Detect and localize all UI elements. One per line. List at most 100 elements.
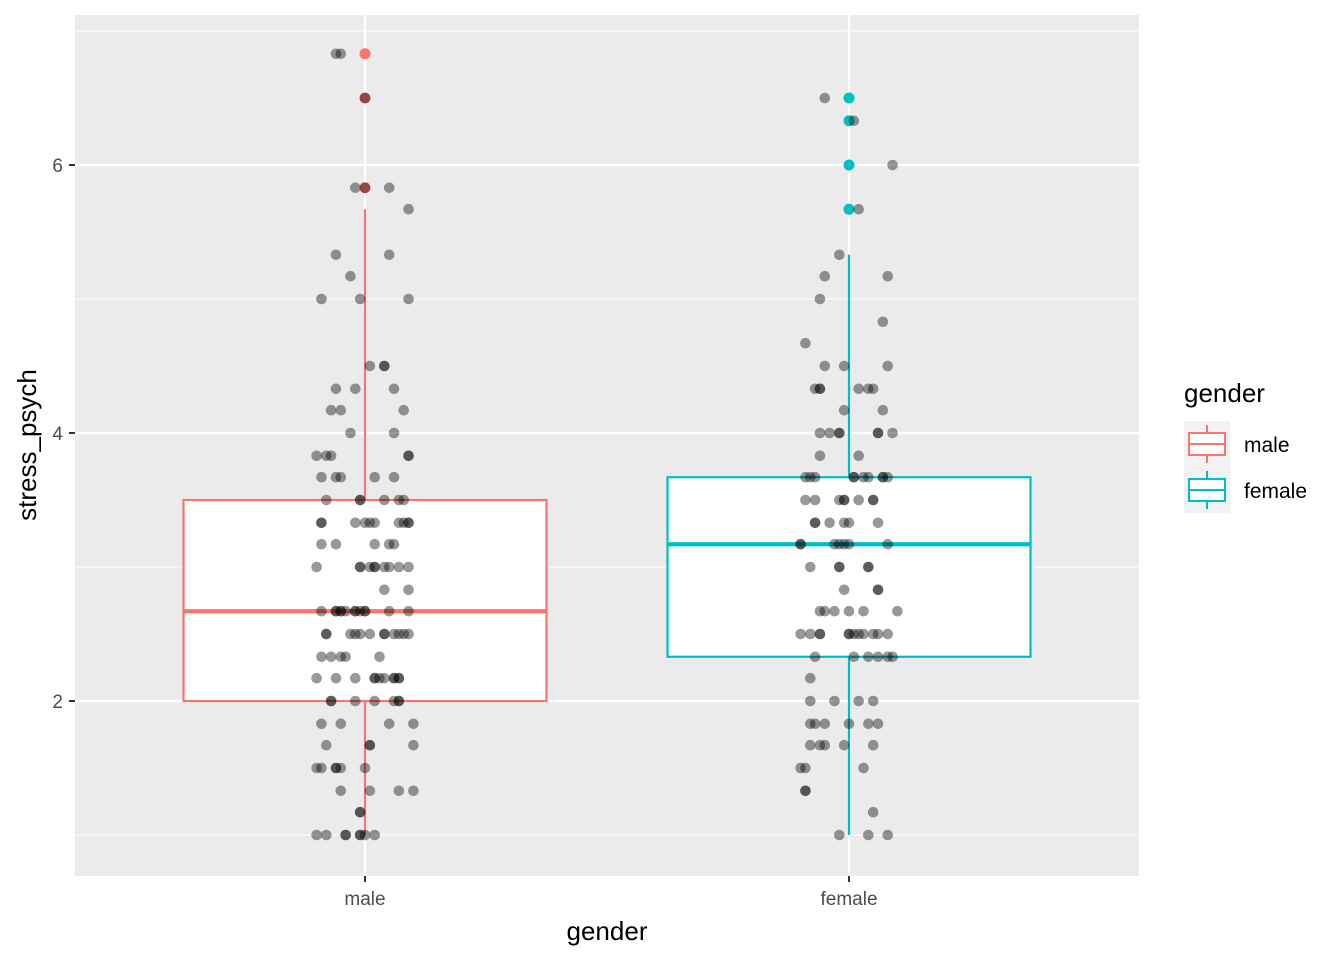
jitter-point [863,561,874,573]
jitter-point [843,628,855,640]
jitter-point [335,605,347,617]
jitter-point [882,538,894,550]
jitter-point [330,762,342,774]
jitter-point [379,628,390,640]
jitter-point [335,605,347,617]
jitter-point [325,450,337,462]
jitter-point [809,494,821,506]
jitter-point [848,471,860,483]
jitter-point [800,337,811,349]
jitter-point [354,561,366,573]
jitter-point [379,360,390,372]
jitter-point [853,628,864,640]
jitter-point [863,471,874,483]
jitter-point [383,538,395,550]
jitter-point [867,494,879,506]
jitter-point [379,628,390,640]
jitter-point [800,471,811,483]
jitter-point [814,293,826,305]
jitter-point [369,517,380,529]
jitter-point [838,404,850,416]
jitter-point [838,538,850,550]
jitter-point [843,605,855,617]
jitter-point [882,270,894,282]
jitter-point [834,561,845,573]
jitter-point [379,561,390,573]
jitter-point [364,739,376,751]
y-tick-label: 2 [52,692,63,713]
jitter-point [829,605,840,617]
jitter-point [311,561,322,573]
jitter-point [393,517,405,529]
jitter-point [364,360,376,372]
jitter-point [393,628,405,640]
legend-item-female: female [1184,467,1307,513]
jitter-point [819,605,831,617]
jitter-point [809,651,821,663]
axes: 2 4 6 male female [52,156,877,910]
jitter-point [325,695,337,707]
y-tick-label: 6 [52,156,63,177]
jitter-point [320,450,332,462]
jitter-point [804,471,816,483]
jitter-point [364,739,376,751]
jitter-point [834,538,845,550]
jitter-point [872,584,884,596]
jitter-point [311,762,322,774]
jitter-point [804,739,816,751]
jitter-point [814,628,826,640]
jitter-point [330,672,342,684]
jitter-point [354,806,366,818]
jitter-point [853,203,864,215]
jitter-point [804,718,816,730]
jitter-point [872,718,884,730]
jitter-point [330,605,342,617]
outlier-point [359,48,371,60]
jitter-point [354,494,366,506]
jitter-point [819,270,831,282]
jitter-point [388,628,400,640]
jitter-point [882,360,894,372]
x-tick-label: female [820,889,877,910]
jitter-point [388,672,400,684]
jitter-point [863,561,874,573]
jitter-point [809,383,821,395]
jitter-point [800,785,811,797]
jitter-point [359,829,371,841]
jitter-point [316,293,327,305]
jitter-point [345,628,356,640]
jitter-point [863,383,874,395]
jitter-point [814,739,826,751]
jitter-point [369,561,380,573]
jitter-point [867,383,879,395]
jitter-point [311,450,322,462]
jitter-point [834,249,845,261]
jitter-point [872,427,884,439]
jitter-point [853,695,864,707]
jitter-point [819,360,831,372]
jitter-point [354,628,366,640]
jitter-point [393,672,405,684]
jitter-point [383,182,395,194]
jitter-point [403,517,414,529]
jitter-point [364,561,376,573]
jitter-point [393,494,405,506]
jitter-point [311,829,322,841]
jitter-point [359,182,371,194]
jitter-point [350,695,361,707]
jitter-point [819,92,831,104]
jitter-point [809,718,821,730]
jitter-point [320,628,332,640]
jitter-point [379,360,390,372]
jitter-point [369,672,380,684]
jitter-point [340,829,351,841]
jitter-point [795,628,806,640]
legend: gender male female [1184,378,1307,513]
jitter-point [408,718,419,730]
jitter-point [330,538,342,550]
jitter-point [838,739,850,751]
jitter-point [316,651,327,663]
jitter-point [814,383,826,395]
jitter-point [350,605,361,617]
jitter-point [872,628,884,640]
